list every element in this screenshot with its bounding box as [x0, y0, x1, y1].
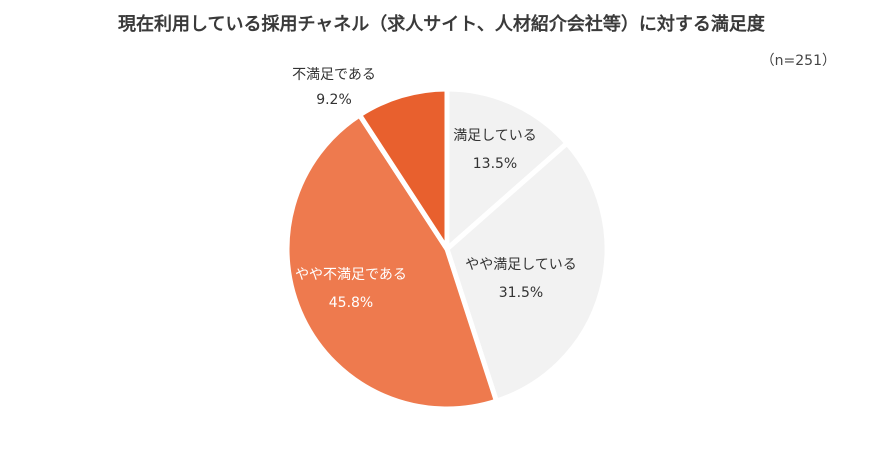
- pie-labels: 満足している 13.5% やや満足している 31.5% やや不満足である 45.8% 不満足…: [292, 67, 577, 311]
- slice-label-4: 不満足である: [292, 67, 376, 83]
- pie-slice-3: [284, 112, 499, 412]
- pie-slices: [284, 86, 610, 412]
- slice-value-label-4: 9.2%: [316, 92, 352, 108]
- slice-value-label-1: 13.5%: [473, 156, 517, 172]
- slice-value-label-2: 31.5%: [499, 285, 543, 301]
- slice-label-2: やや満足している: [465, 257, 577, 273]
- chart-title: 現在利用している採用チャネル（求人サイト、人材紹介会社等）に対する満足度: [118, 14, 765, 35]
- sample-size-note: （n=251）: [760, 53, 836, 69]
- slice-label-3: やや不満足である: [295, 267, 407, 283]
- pie-slice-4: [357, 86, 450, 252]
- pie-slice-2: [444, 140, 610, 404]
- pie-slice-1: [444, 86, 570, 252]
- slice-value-label-3: 45.8%: [329, 295, 373, 311]
- slice-label-1: 満足している: [453, 128, 537, 144]
